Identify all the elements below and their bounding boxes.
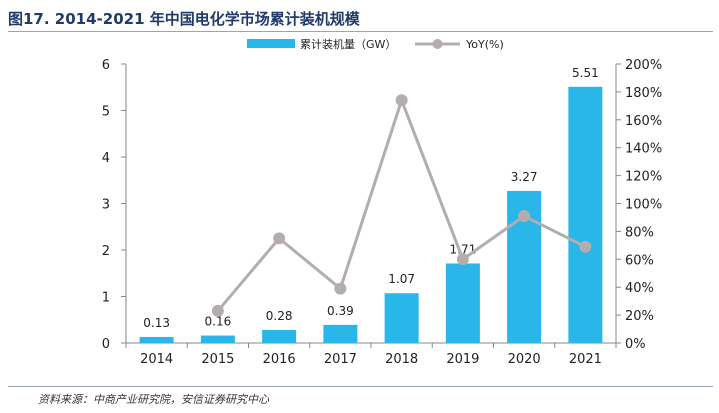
- bar: [323, 324, 358, 343]
- combo-chart: 0 1 2 3 4 5 6 0% 20% 40% 60% 80% 100% 120% 140% 160% 18…: [102, 37, 662, 367]
- x-tick-label: 2014: [140, 352, 173, 367]
- yoy-point: [579, 240, 592, 253]
- yoy-point: [456, 253, 469, 266]
- x-tick-label: 2020: [508, 352, 541, 367]
- legend-label-bar: 累计装机量（GW）: [300, 37, 396, 51]
- x-tick-label: 2021: [569, 352, 602, 367]
- left-tick-label: 0: [102, 337, 110, 352]
- right-tick-label: 160%: [625, 114, 662, 129]
- right-tick-label: 120%: [625, 170, 662, 185]
- right-tick-label: 60%: [625, 253, 654, 268]
- source-rule: [8, 386, 713, 387]
- left-tick-label: 4: [102, 151, 110, 166]
- right-tick-label: 80%: [625, 225, 654, 240]
- bar-data-label: 5.51: [572, 66, 599, 80]
- right-tick-label: 100%: [625, 198, 662, 213]
- legend-label-line: YoY(%): [465, 38, 504, 51]
- yoy-point: [518, 210, 531, 223]
- source-note: 资料来源：中商产业研究院，安信证券研究中心: [38, 393, 269, 406]
- right-tick-label: 20%: [625, 309, 654, 324]
- legend: 累计装机量（GW） YoY(%): [247, 37, 504, 51]
- bar: [568, 86, 603, 343]
- bar: [200, 335, 235, 343]
- bar-data-label: 0.13: [143, 316, 170, 330]
- yoy-point: [273, 232, 286, 245]
- x-tick-label: 2019: [446, 352, 479, 367]
- bar: [262, 329, 297, 343]
- bar-data-label: 1.07: [388, 272, 415, 286]
- legend-swatch-bar: [247, 39, 295, 48]
- left-tick-label: 6: [102, 58, 110, 73]
- x-tick-label: 2017: [324, 352, 357, 367]
- bar-data-label: 0.28: [266, 309, 293, 323]
- bar-series: [139, 86, 603, 343]
- left-tick-label: 3: [102, 198, 110, 213]
- yoy-point: [211, 304, 224, 317]
- x-tick-label: 2018: [385, 352, 418, 367]
- right-tick-label: 0%: [625, 337, 646, 352]
- yoy-point: [334, 282, 347, 295]
- bar-data-label: 3.27: [511, 170, 538, 184]
- right-tick-label: 140%: [625, 142, 662, 157]
- right-tick-label: 200%: [625, 58, 662, 73]
- bar: [445, 263, 480, 343]
- left-y-axis: 0 1 2 3 4 5 6: [102, 58, 127, 352]
- right-tick-label: 180%: [625, 86, 662, 101]
- title-rule: [8, 31, 713, 32]
- x-axis: 2014 2015 2016 2017 2018 2019 2020 2021: [125, 342, 617, 367]
- left-tick-label: 5: [102, 105, 110, 120]
- yoy-point: [395, 94, 408, 107]
- figure-title: 图17. 2014-2021 年中国电化学市场累计装机规模: [8, 10, 360, 28]
- right-y-axis: 0% 20% 40% 60% 80% 100% 120% 140% 160% 180% 200%: [615, 58, 662, 352]
- right-tick-label: 40%: [625, 281, 654, 296]
- left-tick-label: 1: [102, 291, 110, 306]
- legend-marker-line: [432, 39, 443, 49]
- bar: [139, 336, 174, 343]
- bar-data-label: 0.16: [205, 315, 232, 329]
- bar: [384, 293, 419, 343]
- bar-data-label: 0.39: [327, 304, 354, 318]
- x-tick-label: 2015: [201, 352, 234, 367]
- line-series: [211, 94, 592, 317]
- x-tick-label: 2016: [263, 352, 296, 367]
- left-tick-label: 2: [102, 244, 110, 259]
